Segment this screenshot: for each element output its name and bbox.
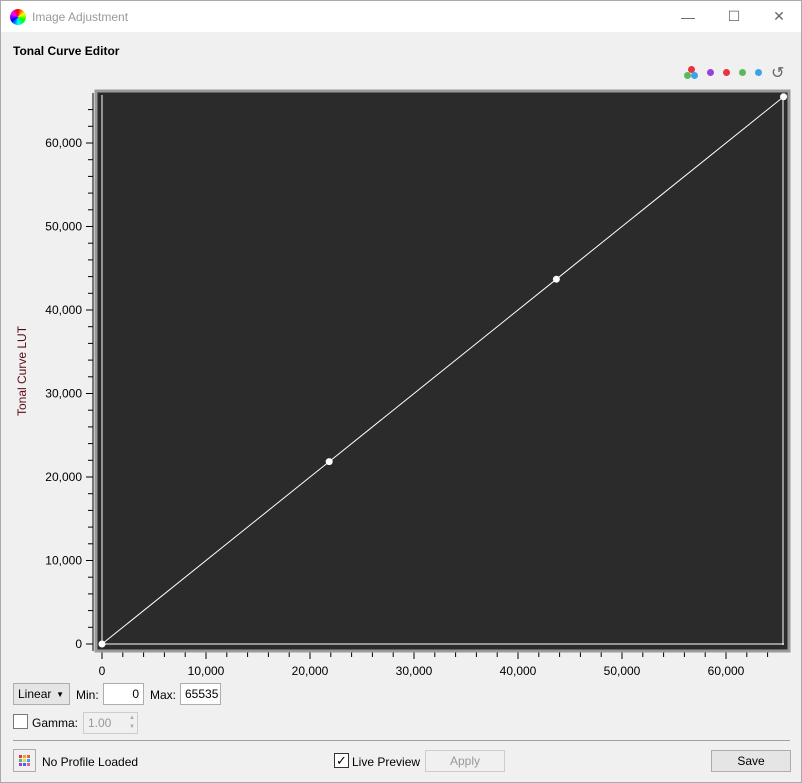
- blue-channel-icon[interactable]: [755, 69, 762, 76]
- y-tick-label: 30,000: [45, 387, 82, 401]
- y-tick-label: 60,000: [45, 136, 82, 150]
- y-tick-label: 10,000: [45, 554, 82, 568]
- tonal-curve-chart[interactable]: Tonal Curve LUT 0 10,000 20,000 30,000 40,00…: [1, 1, 802, 691]
- x-tick-label: 50,000: [604, 664, 641, 678]
- y-tick-label: 0: [75, 637, 82, 651]
- red-channel-icon[interactable]: [723, 69, 730, 76]
- min-value: 0: [132, 687, 139, 701]
- gamma-spinbox[interactable]: 1.00 ▲ ▼: [83, 712, 138, 734]
- close-button[interactable]: ✕: [773, 8, 785, 24]
- tonal-curve-line[interactable]: [101, 96, 784, 645]
- y-tick-label: 50,000: [45, 220, 82, 234]
- section-heading: Tonal Curve Editor: [13, 44, 120, 58]
- window-title: Image Adjustment: [32, 9, 129, 24]
- apply-button[interactable]: Apply: [425, 750, 505, 772]
- maximize-button[interactable]: ☐: [727, 8, 741, 24]
- chevron-down-icon: ▼: [56, 689, 64, 699]
- mode-value: Linear: [18, 687, 52, 701]
- min-label: Min:: [76, 688, 99, 702]
- green-channel-icon[interactable]: [739, 69, 746, 76]
- palette-grid-icon: [19, 755, 30, 766]
- minimize-button[interactable]: —: [681, 8, 695, 25]
- x-tick-label: 40,000: [500, 664, 537, 678]
- max-value: 65535: [185, 687, 219, 701]
- control-point[interactable]: [98, 640, 106, 648]
- max-input[interactable]: 65535: [180, 683, 221, 705]
- profile-status: No Profile Loaded: [42, 755, 139, 769]
- x-tick-label: 30,000: [396, 664, 433, 678]
- y-axis-label: Tonal Curve LUT: [15, 325, 29, 416]
- spin-arrows-icon[interactable]: ▲ ▼: [129, 715, 135, 730]
- live-preview-label: Live Preview: [352, 755, 421, 769]
- all-channels-icon[interactable]: [683, 65, 699, 81]
- gamma-checkbox[interactable]: [13, 714, 28, 729]
- app-icon: [10, 8, 26, 25]
- control-point[interactable]: [780, 93, 788, 101]
- x-tick-label: 60,000: [708, 664, 745, 678]
- save-button[interactable]: Save: [711, 750, 791, 772]
- control-point[interactable]: [552, 275, 560, 283]
- gamma-label: Gamma:: [32, 716, 79, 730]
- control-point[interactable]: [325, 458, 333, 466]
- mode-select[interactable]: Linear ▼: [13, 683, 70, 705]
- y-tick-label: 40,000: [45, 303, 82, 317]
- x-tick-label: 20,000: [292, 664, 329, 678]
- max-label: Max:: [150, 688, 177, 702]
- purple-channel-icon[interactable]: [707, 69, 714, 76]
- x-tick-label: 0: [99, 664, 106, 678]
- reset-icon[interactable]: ↺: [771, 65, 785, 82]
- gamma-value: 1.00: [88, 716, 112, 730]
- y-tick-label: 20,000: [45, 470, 82, 484]
- save-label: Save: [737, 754, 765, 768]
- live-preview-checkbox[interactable]: ✓: [334, 753, 349, 768]
- min-input[interactable]: 0: [103, 683, 144, 705]
- apply-label: Apply: [449, 754, 481, 768]
- x-tick-label: 10,000: [188, 664, 225, 678]
- divider: [13, 740, 790, 741]
- profile-button[interactable]: [13, 749, 36, 772]
- check-icon: ✓: [336, 753, 347, 768]
- title-bar: Image Adjustment — ☐ ✕: [1, 1, 801, 32]
